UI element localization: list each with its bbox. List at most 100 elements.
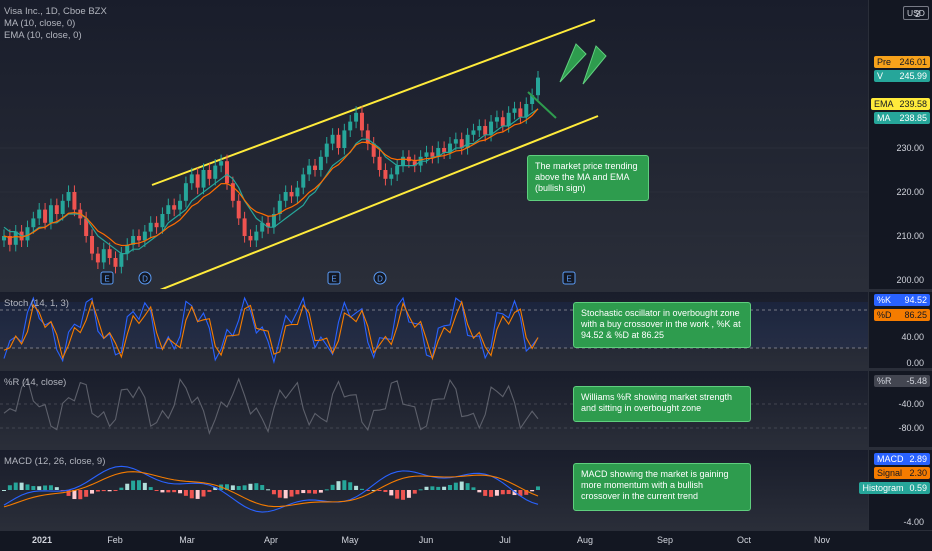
macd-histogram-bar (224, 484, 229, 490)
candle (254, 231, 259, 241)
candle (37, 209, 42, 219)
stoch-d-line (3, 299, 539, 361)
macd-chart (2, 465, 540, 513)
channel-upper-line (151, 19, 596, 186)
candle (318, 156, 323, 170)
candle (389, 174, 394, 179)
dividend-marker: D (138, 271, 152, 285)
macd-histogram-bar (418, 489, 423, 491)
candle (489, 121, 494, 135)
candle (524, 104, 529, 118)
candle (289, 192, 294, 197)
candle (224, 161, 229, 184)
macd-note: MACD showing the market is gaining more … (573, 463, 751, 511)
candle (512, 108, 517, 113)
time-tick: Aug (576, 535, 594, 545)
price-scale[interactable] (868, 0, 932, 289)
macd-legend[interactable]: MACD (12, 26, close, 9) (4, 456, 106, 467)
candle (230, 183, 235, 201)
stoch-note: Stochastic oscillator in overbought zone… (573, 302, 751, 348)
macd-histogram-bar (536, 486, 540, 490)
ma-line (3, 108, 539, 255)
candle (401, 156, 406, 166)
event-marker-label: D (142, 275, 148, 284)
candle (494, 117, 499, 122)
candle (166, 205, 171, 214)
candle (313, 165, 318, 170)
macd-histogram-bar (107, 490, 112, 492)
macd-histogram-bar (359, 488, 364, 490)
earnings-marker: E (100, 271, 114, 285)
note-pointer (527, 91, 557, 119)
price-tag-value: 238.85 (899, 113, 927, 123)
candle (301, 174, 306, 188)
macd-histogram-bar (295, 490, 300, 495)
wr-chart (0, 377, 868, 435)
macd-histogram-bar (412, 490, 417, 494)
macd-histogram-bar (442, 486, 447, 490)
dividend-marker-circle (138, 271, 152, 285)
pane-separator[interactable] (0, 447, 932, 450)
macd-histogram-bar (125, 483, 130, 490)
earnings-marker-box (100, 271, 114, 285)
macd-histogram-bar (37, 486, 42, 490)
macd-histogram-bar (19, 482, 24, 490)
trend-note: The market price trending above the MA a… (527, 155, 649, 201)
candle (336, 134, 341, 148)
pane-separator[interactable] (0, 289, 932, 292)
candle (266, 222, 271, 228)
stoch-legend[interactable]: Stoch (14, 1, 3) (4, 298, 69, 309)
symbol-title[interactable]: Visa Inc., 1D, Cboe BZX (4, 6, 107, 17)
candle (13, 231, 18, 245)
candle (453, 139, 458, 144)
candle (506, 112, 511, 126)
wr-legend[interactable]: %R (14, close) (4, 377, 67, 388)
candle (2, 236, 6, 241)
stoch-tag-label: %K (877, 295, 892, 305)
candle (107, 249, 112, 258)
currency-badge[interactable]: USD (903, 6, 929, 20)
candle (183, 183, 188, 201)
macd-tick: -4.00 (903, 517, 924, 527)
event-marker-label: D (377, 275, 383, 284)
time-tick: Feb (107, 535, 123, 545)
macd-histogram-bar (401, 490, 406, 500)
candle (477, 126, 482, 131)
candle (530, 95, 535, 104)
macd-histogram-bar (283, 490, 288, 499)
event-marker-label: E (331, 275, 336, 284)
time-axis[interactable] (0, 530, 932, 551)
signal-line (3, 471, 539, 508)
macd-histogram-bar (371, 489, 376, 491)
ema-legend[interactable]: EMA (10, close, 0) (4, 30, 82, 41)
candle (430, 152, 435, 157)
price-tick: 220.00 (896, 187, 924, 197)
candle (342, 130, 347, 148)
stoch-tag-value: 94.52 (904, 295, 927, 305)
macd-histogram-bar (348, 482, 353, 490)
macd-histogram-bar (324, 489, 329, 491)
macd-histogram-bar (166, 490, 171, 493)
macd-histogram-bar (131, 480, 136, 490)
candle (60, 200, 65, 214)
candle (424, 152, 429, 157)
candle (442, 148, 447, 153)
macd-line (3, 465, 539, 513)
wr-tag-value: -5.48 (906, 376, 927, 386)
macd-histogram-bar (447, 485, 452, 490)
candle (236, 200, 241, 219)
macd-histogram-bar (436, 486, 441, 490)
ma-legend[interactable]: MA (10, close, 0) (4, 18, 76, 29)
macd-histogram-bar (201, 490, 206, 497)
main-legend: Visa Inc., 1D, Cboe BZX MA (10, close, 0… (4, 6, 107, 42)
dividend-marker-circle (373, 271, 387, 285)
candle (248, 236, 253, 241)
pane-separator[interactable] (0, 368, 932, 371)
macd-histogram-bar (406, 490, 411, 498)
macd-histogram-bar (260, 485, 265, 490)
candle (125, 244, 130, 254)
macd-histogram-bar (365, 490, 370, 491)
time-tick: Nov (813, 535, 831, 545)
candle (189, 174, 194, 184)
macd-histogram-bar (178, 490, 183, 494)
